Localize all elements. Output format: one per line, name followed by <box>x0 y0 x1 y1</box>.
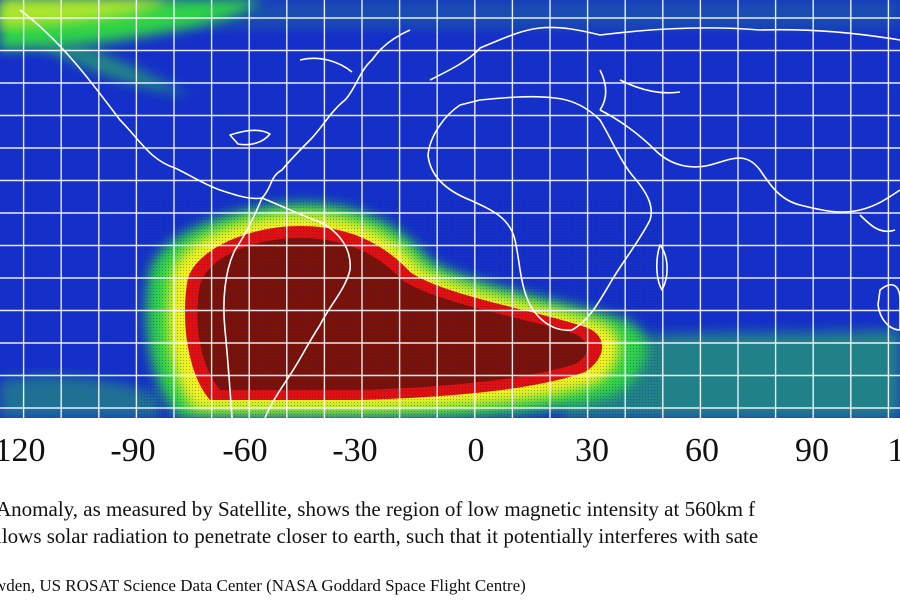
coast-north-america <box>19 9 411 200</box>
x-tick-label: 120 <box>0 432 46 469</box>
x-tick-label: 60 <box>685 432 719 469</box>
map-canvas <box>0 0 900 418</box>
x-tick-label: 1 <box>887 432 900 469</box>
north-high-band <box>0 0 900 95</box>
x-tick-label: -30 <box>332 432 378 469</box>
x-tick-label: 0 <box>467 432 485 469</box>
figure-credit: wden, US ROSAT Science Data Center (NASA… <box>0 576 526 595</box>
caption-line: llows solar radiation to penetrate close… <box>0 524 759 548</box>
anomaly-map <box>0 0 900 418</box>
lat-lon-grid <box>0 0 900 418</box>
coast-south-america <box>223 197 351 418</box>
x-tick-label: 90 <box>795 432 829 469</box>
coast-australia <box>877 284 900 331</box>
caption-line: Anomaly, as measured by Satellite, shows… <box>0 497 756 521</box>
x-tick-label: 30 <box>575 432 609 469</box>
x-tick-label: -90 <box>110 432 156 469</box>
figure-caption: Anomaly, as measured by Satellite, shows… <box>0 496 900 550</box>
x-tick-label: -60 <box>222 432 268 469</box>
coast-eurasia <box>429 26 900 213</box>
longitude-axis: 120 -90 -60 -30 0 30 60 90 1 <box>0 418 900 478</box>
